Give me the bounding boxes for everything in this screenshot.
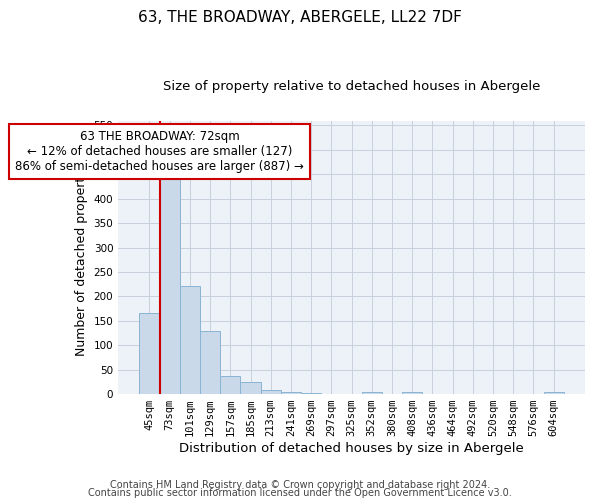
Text: 63 THE BROADWAY: 72sqm
← 12% of detached houses are smaller (127)
86% of semi-de: 63 THE BROADWAY: 72sqm ← 12% of detached… [15, 130, 304, 174]
Bar [362, 392, 382, 394]
Bar [544, 392, 564, 394]
Bar [139, 314, 160, 394]
Bar [180, 286, 200, 394]
Text: 63, THE BROADWAY, ABERGELE, LL22 7DF: 63, THE BROADWAY, ABERGELE, LL22 7DF [138, 10, 462, 25]
Title: Size of property relative to detached houses in Abergele: Size of property relative to detached ho… [163, 80, 540, 93]
Bar [241, 382, 260, 394]
Bar [402, 392, 422, 394]
Text: Contains public sector information licensed under the Open Government Licence v3: Contains public sector information licen… [88, 488, 512, 498]
X-axis label: Distribution of detached houses by size in Abergele: Distribution of detached houses by size … [179, 442, 524, 455]
Bar [281, 392, 301, 394]
Text: Contains HM Land Registry data © Crown copyright and database right 2024.: Contains HM Land Registry data © Crown c… [110, 480, 490, 490]
Bar [220, 376, 241, 394]
Y-axis label: Number of detached properties: Number of detached properties [75, 159, 88, 356]
Bar [301, 393, 321, 394]
Bar [260, 390, 281, 394]
Bar [200, 330, 220, 394]
Bar [160, 176, 180, 394]
